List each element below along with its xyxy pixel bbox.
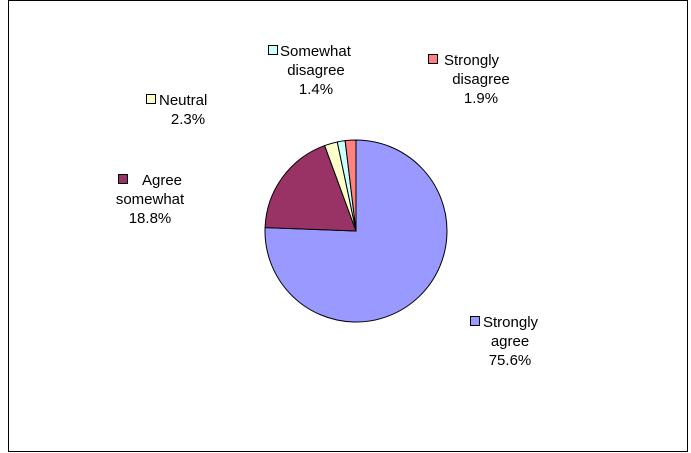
data-label-neutral: Neutral 2.3% xyxy=(146,91,230,129)
legend-swatch-strongly-disagree xyxy=(428,54,438,64)
data-label-somewhat-disagree: Somewhat disagree 1.4% xyxy=(268,42,364,99)
legend-swatch-neutral xyxy=(146,94,156,104)
data-label-agree-somewhat: Agree somewhat 18.8% xyxy=(115,172,185,227)
legend-swatch-strongly-agree xyxy=(470,316,480,326)
pie-slice-strongly-disagree xyxy=(344,139,357,232)
data-label-strongly-agree: Strongly agree 75.6% xyxy=(470,313,550,370)
legend-swatch-somewhat-disagree xyxy=(268,45,278,55)
data-label-strongly-disagree: Strongly disagree 1.9% xyxy=(428,51,524,108)
legend-swatch-agree-somewhat xyxy=(117,174,128,184)
pie-slice-agree-somewhat xyxy=(264,144,357,232)
